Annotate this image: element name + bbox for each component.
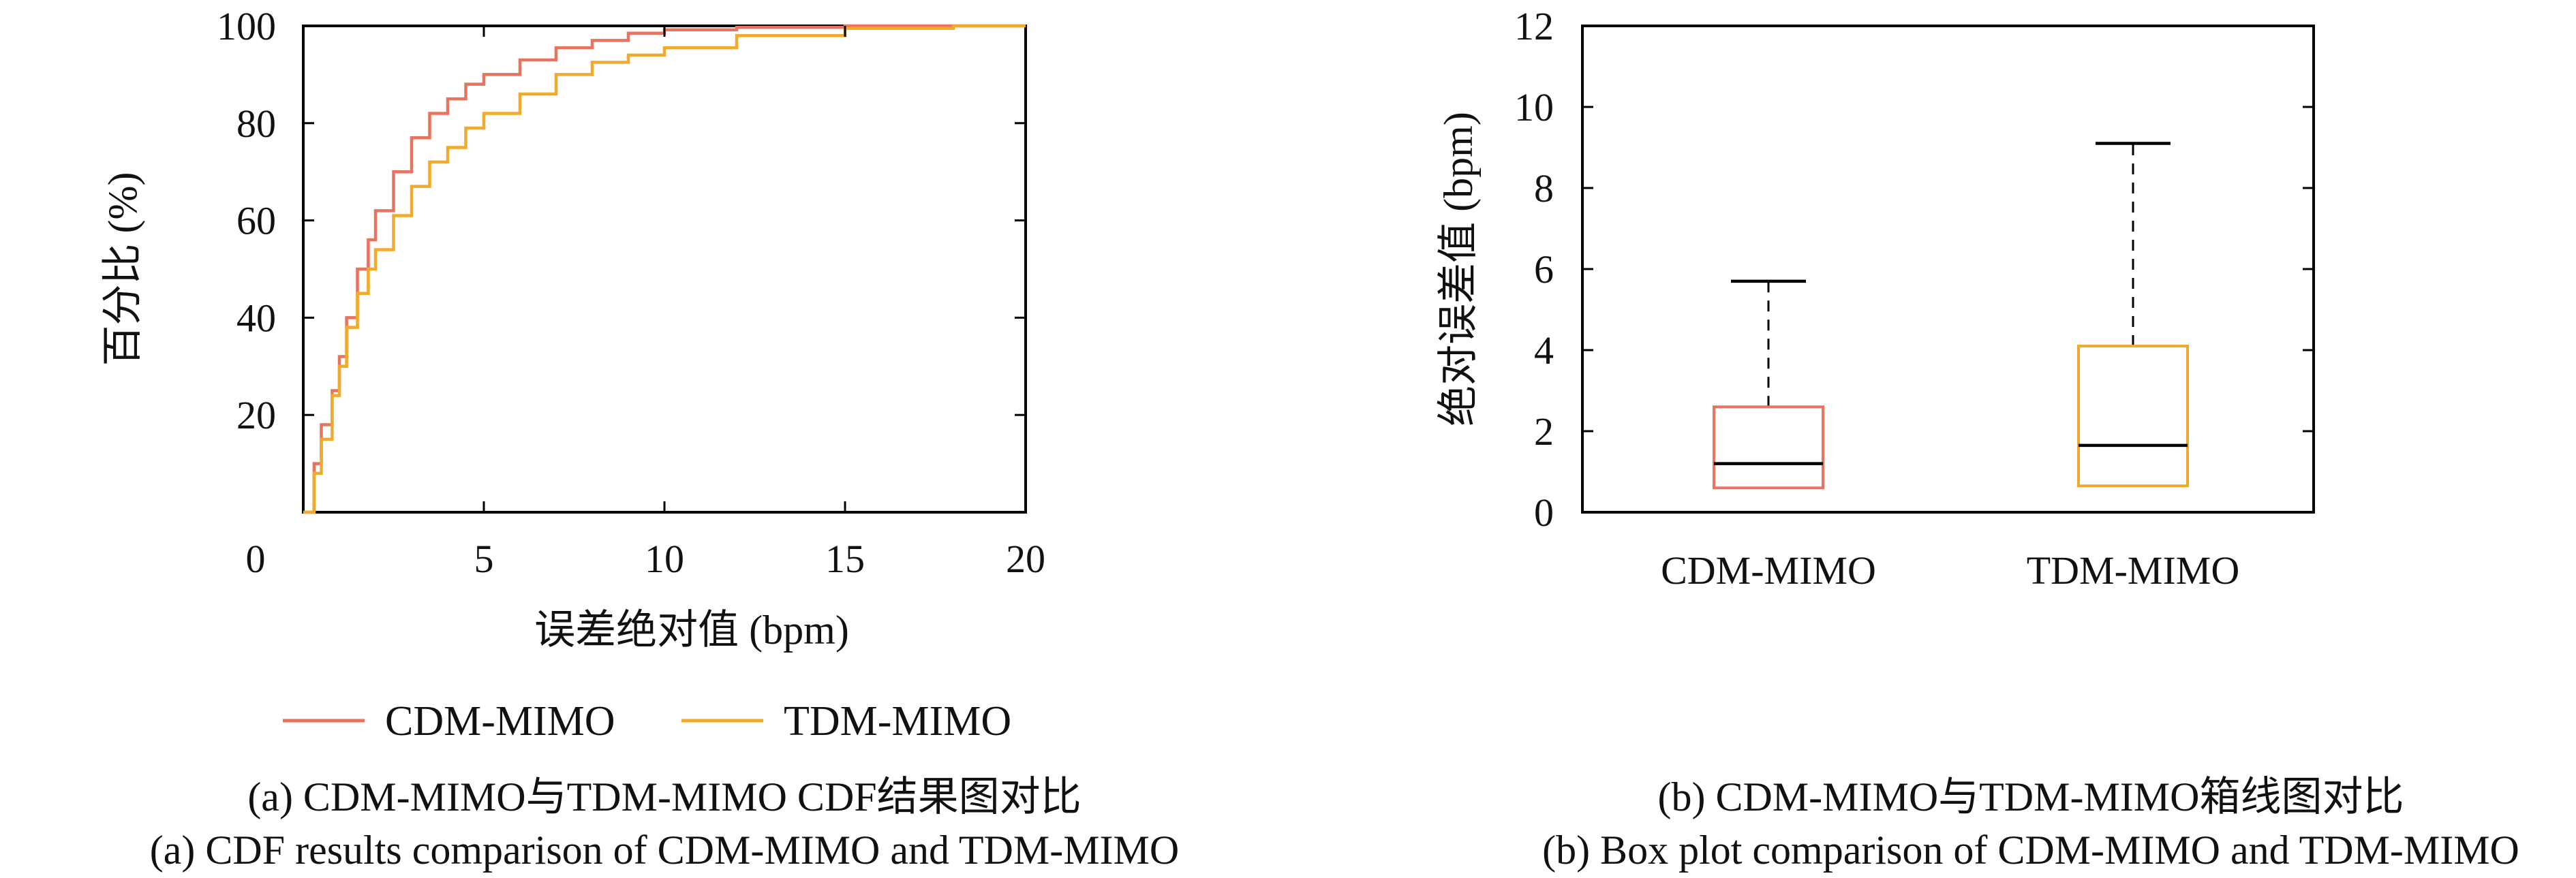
box-y-tick-label: 8	[1534, 166, 1554, 210]
box-iqr-cdm-mimo	[1713, 405, 1824, 490]
cdf-y-tick-label: 80	[236, 101, 276, 146]
cdf-y-tick-label: 20	[236, 393, 276, 437]
box-y-tick-label: 6	[1534, 247, 1554, 292]
box-marks	[1713, 142, 2189, 490]
cdf-x-tick-label: 10	[645, 537, 684, 581]
cdf-y-tick-label: 100	[217, 4, 276, 48]
cdf-series-lines	[303, 24, 1026, 514]
box-y-tick-label: 12	[1514, 4, 1554, 48]
cdf-y-tick-label: 40	[236, 296, 276, 340]
caption-b-english: (b) Box plot comparison of CDM-MIMO and …	[1542, 828, 2519, 873]
cdf-y-tick-label: 60	[236, 199, 276, 243]
caption-a-chinese: (a) CDM-MIMO与TDM-MIMO CDF结果图对比	[247, 774, 1081, 819]
caption-b-chinese: (b) CDM-MIMO与TDM-MIMO箱线图对比	[1658, 774, 2404, 819]
cdf-y-ticks: 20 40 60 80 100	[217, 4, 1026, 437]
cdf-y-axis-label: 百分比 (%)	[100, 172, 145, 366]
cdf-legend: CDM-MIMO TDM-MIMO	[283, 698, 1011, 744]
box-y-ticks: 0 2 4 6 8 10 12	[1514, 4, 2314, 535]
cdf-x-tick-label: 20	[1006, 537, 1045, 581]
cdf-line-cdm-mimo	[303, 24, 1026, 514]
cdf-x-axis-label: 误差绝对值 (bpm)	[534, 608, 849, 653]
box-iqr-tdm-mimo	[2077, 345, 2189, 488]
cdf-x-tick-label: 15	[825, 537, 865, 581]
cdf-x-tick-label: 5	[474, 537, 494, 581]
caption-a-english: (a) CDF results comparison of CDM-MIMO a…	[150, 828, 1179, 873]
box-y-tick-label: 0	[1534, 490, 1554, 535]
box-category-labels: CDM-MIMO TDM-MIMO	[1661, 548, 2239, 593]
cdf-x-ticks: 0 5 10 15 20	[246, 26, 1045, 581]
box-chart: 0 2 4 6 8 10 12 CDM-MIMO TDM-MIMO 绝对误差值 (bpm)	[1436, 4, 2315, 593]
cdf-x-tick-label: 0	[246, 537, 266, 581]
legend-label-tdm: TDM-MIMO	[784, 698, 1011, 744]
box-y-tick-label: 2	[1534, 409, 1554, 454]
box-y-axis-label: 绝对误差值 (bpm)	[1436, 112, 1481, 426]
cdf-plot-frame	[302, 25, 1027, 514]
box-plot-frame	[1581, 25, 2315, 514]
cdf-chart: 0 5 10 15 20 20 40 60 80 100 误差绝对值 (bpm) 百分比 (%)…	[100, 4, 1045, 744]
box-category-label: TDM-MIMO	[2027, 548, 2240, 593]
legend-label-cdm: CDM-MIMO	[385, 698, 615, 744]
cdf-line-tdm-mimo	[303, 24, 1026, 514]
box-category-label: CDM-MIMO	[1661, 548, 1876, 593]
box-y-tick-label: 4	[1534, 328, 1554, 373]
box-y-tick-label: 10	[1514, 85, 1554, 129]
